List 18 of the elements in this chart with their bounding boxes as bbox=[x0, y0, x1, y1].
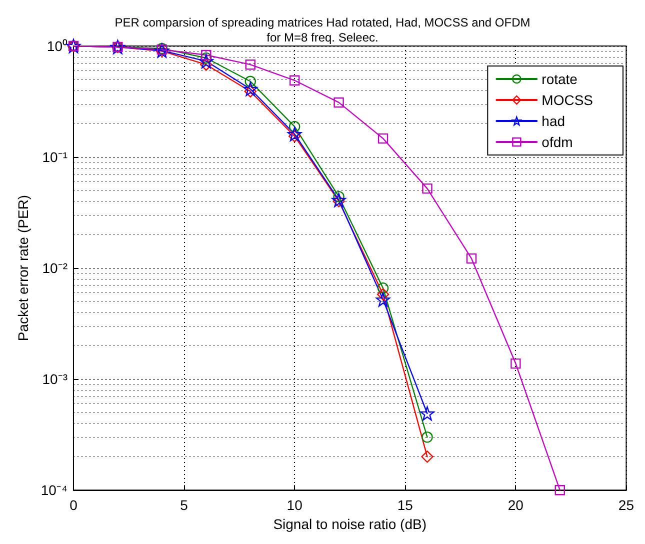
legend-label: had bbox=[542, 113, 566, 129]
y-axis-title: Packet error rate (PER) bbox=[15, 194, 31, 342]
legend-label: rotate bbox=[542, 71, 578, 87]
y-tick-label: 10⁻⁴ bbox=[40, 482, 68, 498]
x-tick-label: 25 bbox=[618, 497, 634, 514]
y-tick-label: 10⁰ bbox=[46, 38, 68, 54]
x-tick-label: 5 bbox=[180, 497, 188, 514]
x-tick-label: 10 bbox=[286, 497, 303, 514]
y-tick-label: 10⁻² bbox=[42, 260, 68, 276]
x-axis-title: Signal to noise ratio (dB) bbox=[273, 516, 427, 532]
y-tick-label: 10⁻³ bbox=[42, 371, 68, 388]
x-tick-label: 20 bbox=[508, 497, 524, 514]
chart-title: PER comparsion of spreading matrices Had rotated, Had, MOCSS and OFDM for M=8 freq. Seleec. bbox=[114, 16, 530, 44]
x-tick-label: 0 bbox=[70, 497, 78, 514]
x-tick-label: 15 bbox=[397, 497, 414, 514]
y-tick-label: 10⁻¹ bbox=[42, 149, 68, 166]
legend-label: ofdm bbox=[542, 134, 573, 150]
legend-label: MOCSS bbox=[542, 92, 594, 108]
